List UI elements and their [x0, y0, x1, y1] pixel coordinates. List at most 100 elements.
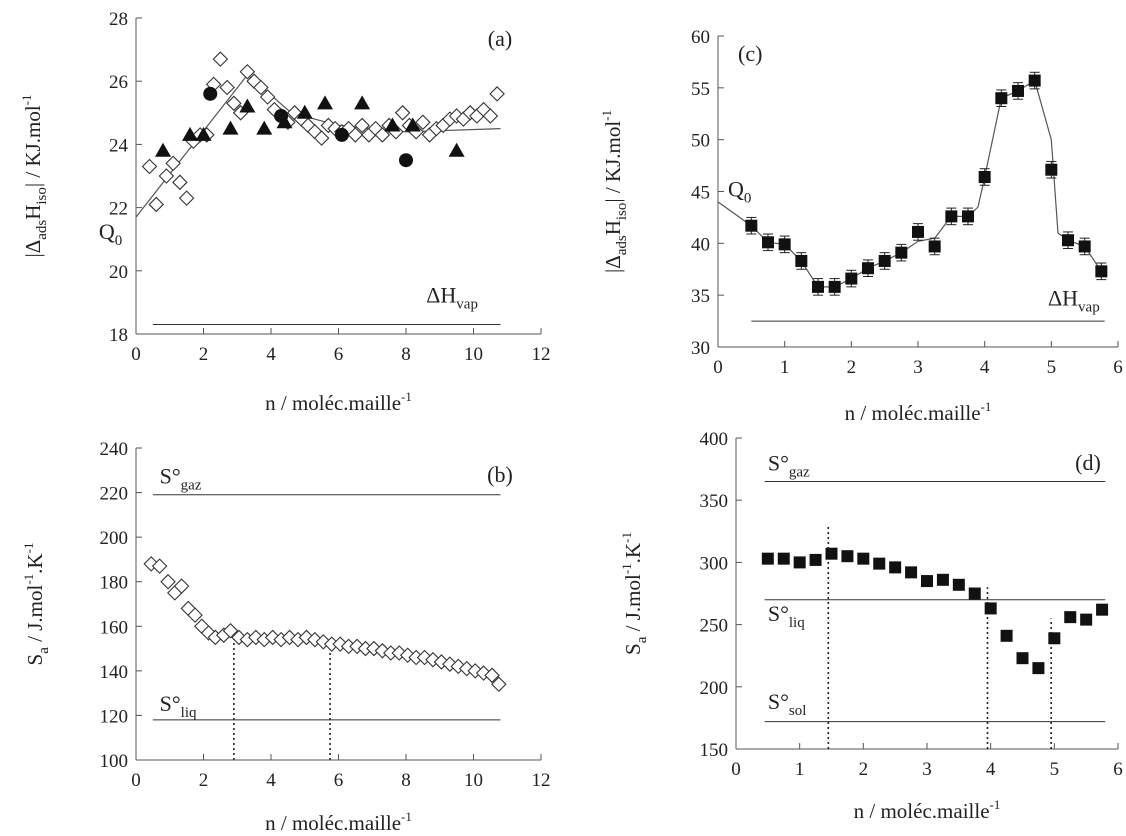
- x-tick-label: 4: [266, 344, 276, 365]
- data-point: [484, 667, 500, 684]
- y-tick-label: 120: [100, 706, 129, 727]
- x-tick-label: 1: [780, 357, 790, 378]
- data-point: [1045, 163, 1058, 176]
- data-point: [1028, 74, 1041, 87]
- data-point: [394, 105, 411, 121]
- data-point: [873, 557, 886, 570]
- data-point: [812, 280, 824, 293]
- data-point: [399, 153, 413, 168]
- x-tick-label: 2: [859, 759, 869, 780]
- x-tick-label: 2: [199, 770, 209, 791]
- y-tick-label: 200: [100, 528, 129, 549]
- data-point: [165, 155, 181, 172]
- data-point: [160, 573, 176, 590]
- data-point: [148, 196, 165, 213]
- data-point: [178, 190, 195, 206]
- x-tick-label: 4: [980, 357, 990, 378]
- x-tick-label: 0: [131, 344, 141, 365]
- data-point: [905, 566, 918, 579]
- x-tick-label: 8: [401, 344, 411, 365]
- data-point: [793, 556, 806, 569]
- y-axis-label: |ΔadsHiso| / KJ.mol-1: [599, 110, 630, 273]
- y-tick-label: 250: [700, 616, 729, 637]
- data-point: [253, 79, 269, 96]
- data-point: [778, 238, 791, 251]
- annotation: Q0: [728, 177, 751, 207]
- x-tick-label: 6: [334, 770, 344, 791]
- x-tick-label: 6: [334, 344, 344, 365]
- data-point: [354, 117, 370, 134]
- data-point: [256, 120, 273, 135]
- y-tick-label: 220: [100, 484, 129, 505]
- data-point: [1000, 629, 1013, 642]
- data-point: [912, 225, 924, 238]
- data-point: [219, 79, 235, 96]
- y-tick-label: 240: [100, 439, 129, 460]
- data-point: [1032, 662, 1045, 675]
- data-point: [489, 86, 505, 102]
- data-point: [158, 168, 175, 184]
- x-tick-label: 12: [532, 344, 551, 365]
- x-tick-label: 1: [795, 759, 805, 780]
- data-point: [1062, 234, 1074, 247]
- data-point: [239, 98, 256, 113]
- data-point: [1096, 603, 1109, 616]
- x-tick-label: 8: [401, 770, 411, 791]
- panel-d: 0 1 2 3 4 5 6 150 200 250 300 350 400 n / moléc.maill…: [619, 429, 1123, 823]
- data-point: [296, 104, 313, 119]
- x-tick-label: 6: [1113, 357, 1123, 378]
- y-tick-label: 18: [109, 325, 128, 346]
- x-tick-label: 0: [131, 770, 141, 791]
- data-point: [151, 558, 168, 574]
- x-tick-label: 3: [913, 357, 923, 378]
- y-axis-label: |ΔadsHiso| / KJ.mol-1: [19, 94, 50, 257]
- data-point: [347, 127, 364, 143]
- y-tick-label: 24: [109, 135, 129, 156]
- data-point: [1095, 265, 1108, 278]
- data-point: [952, 578, 965, 591]
- annotation: ΔHvap: [1048, 286, 1100, 316]
- y-tick-label: 140: [100, 662, 129, 683]
- x-tick-label: 2: [199, 344, 209, 365]
- data-point: [222, 120, 239, 135]
- data-point: [1064, 611, 1077, 624]
- data-point: [889, 561, 902, 574]
- x-tick-label: 10: [464, 344, 483, 365]
- data-point: [354, 95, 371, 110]
- data-point: [995, 92, 1008, 105]
- y-tick-label: 35: [691, 286, 710, 307]
- x-tick-label: 5: [1050, 759, 1060, 780]
- panel-label: (b): [487, 462, 513, 487]
- annotation: S°liq: [160, 691, 197, 721]
- data-point: [857, 552, 870, 565]
- y-tick-label: 160: [100, 617, 129, 638]
- y-tick-label: 28: [109, 9, 128, 30]
- y-tick-label: 350: [700, 491, 729, 512]
- x-axis-label: n / moléc.maille-1: [845, 399, 992, 425]
- data-point: [448, 142, 465, 157]
- data-point: [978, 170, 991, 183]
- data-point: [203, 86, 218, 101]
- y-tick-label: 55: [691, 79, 710, 100]
- x-axis-label: n / moléc.maille-1: [265, 809, 412, 835]
- data-point: [182, 126, 198, 141]
- data-point: [984, 602, 997, 615]
- annotation: S°gaz: [160, 464, 202, 494]
- data-point: [878, 254, 891, 267]
- x-axis-label: n / moléc.maille-1: [854, 797, 1001, 823]
- y-tick-label: 40: [691, 234, 710, 255]
- data-point: [334, 127, 349, 142]
- data-point: [195, 126, 212, 141]
- data-point: [173, 578, 190, 594]
- data-point: [491, 676, 507, 693]
- data-point: [968, 587, 981, 600]
- data-point: [384, 117, 401, 132]
- fit-line: [717, 79, 1102, 288]
- data-point: [226, 95, 242, 112]
- y-tick-label: 60: [691, 27, 710, 48]
- data-point: [222, 622, 239, 639]
- data-point: [482, 108, 499, 124]
- data-point: [1048, 632, 1061, 645]
